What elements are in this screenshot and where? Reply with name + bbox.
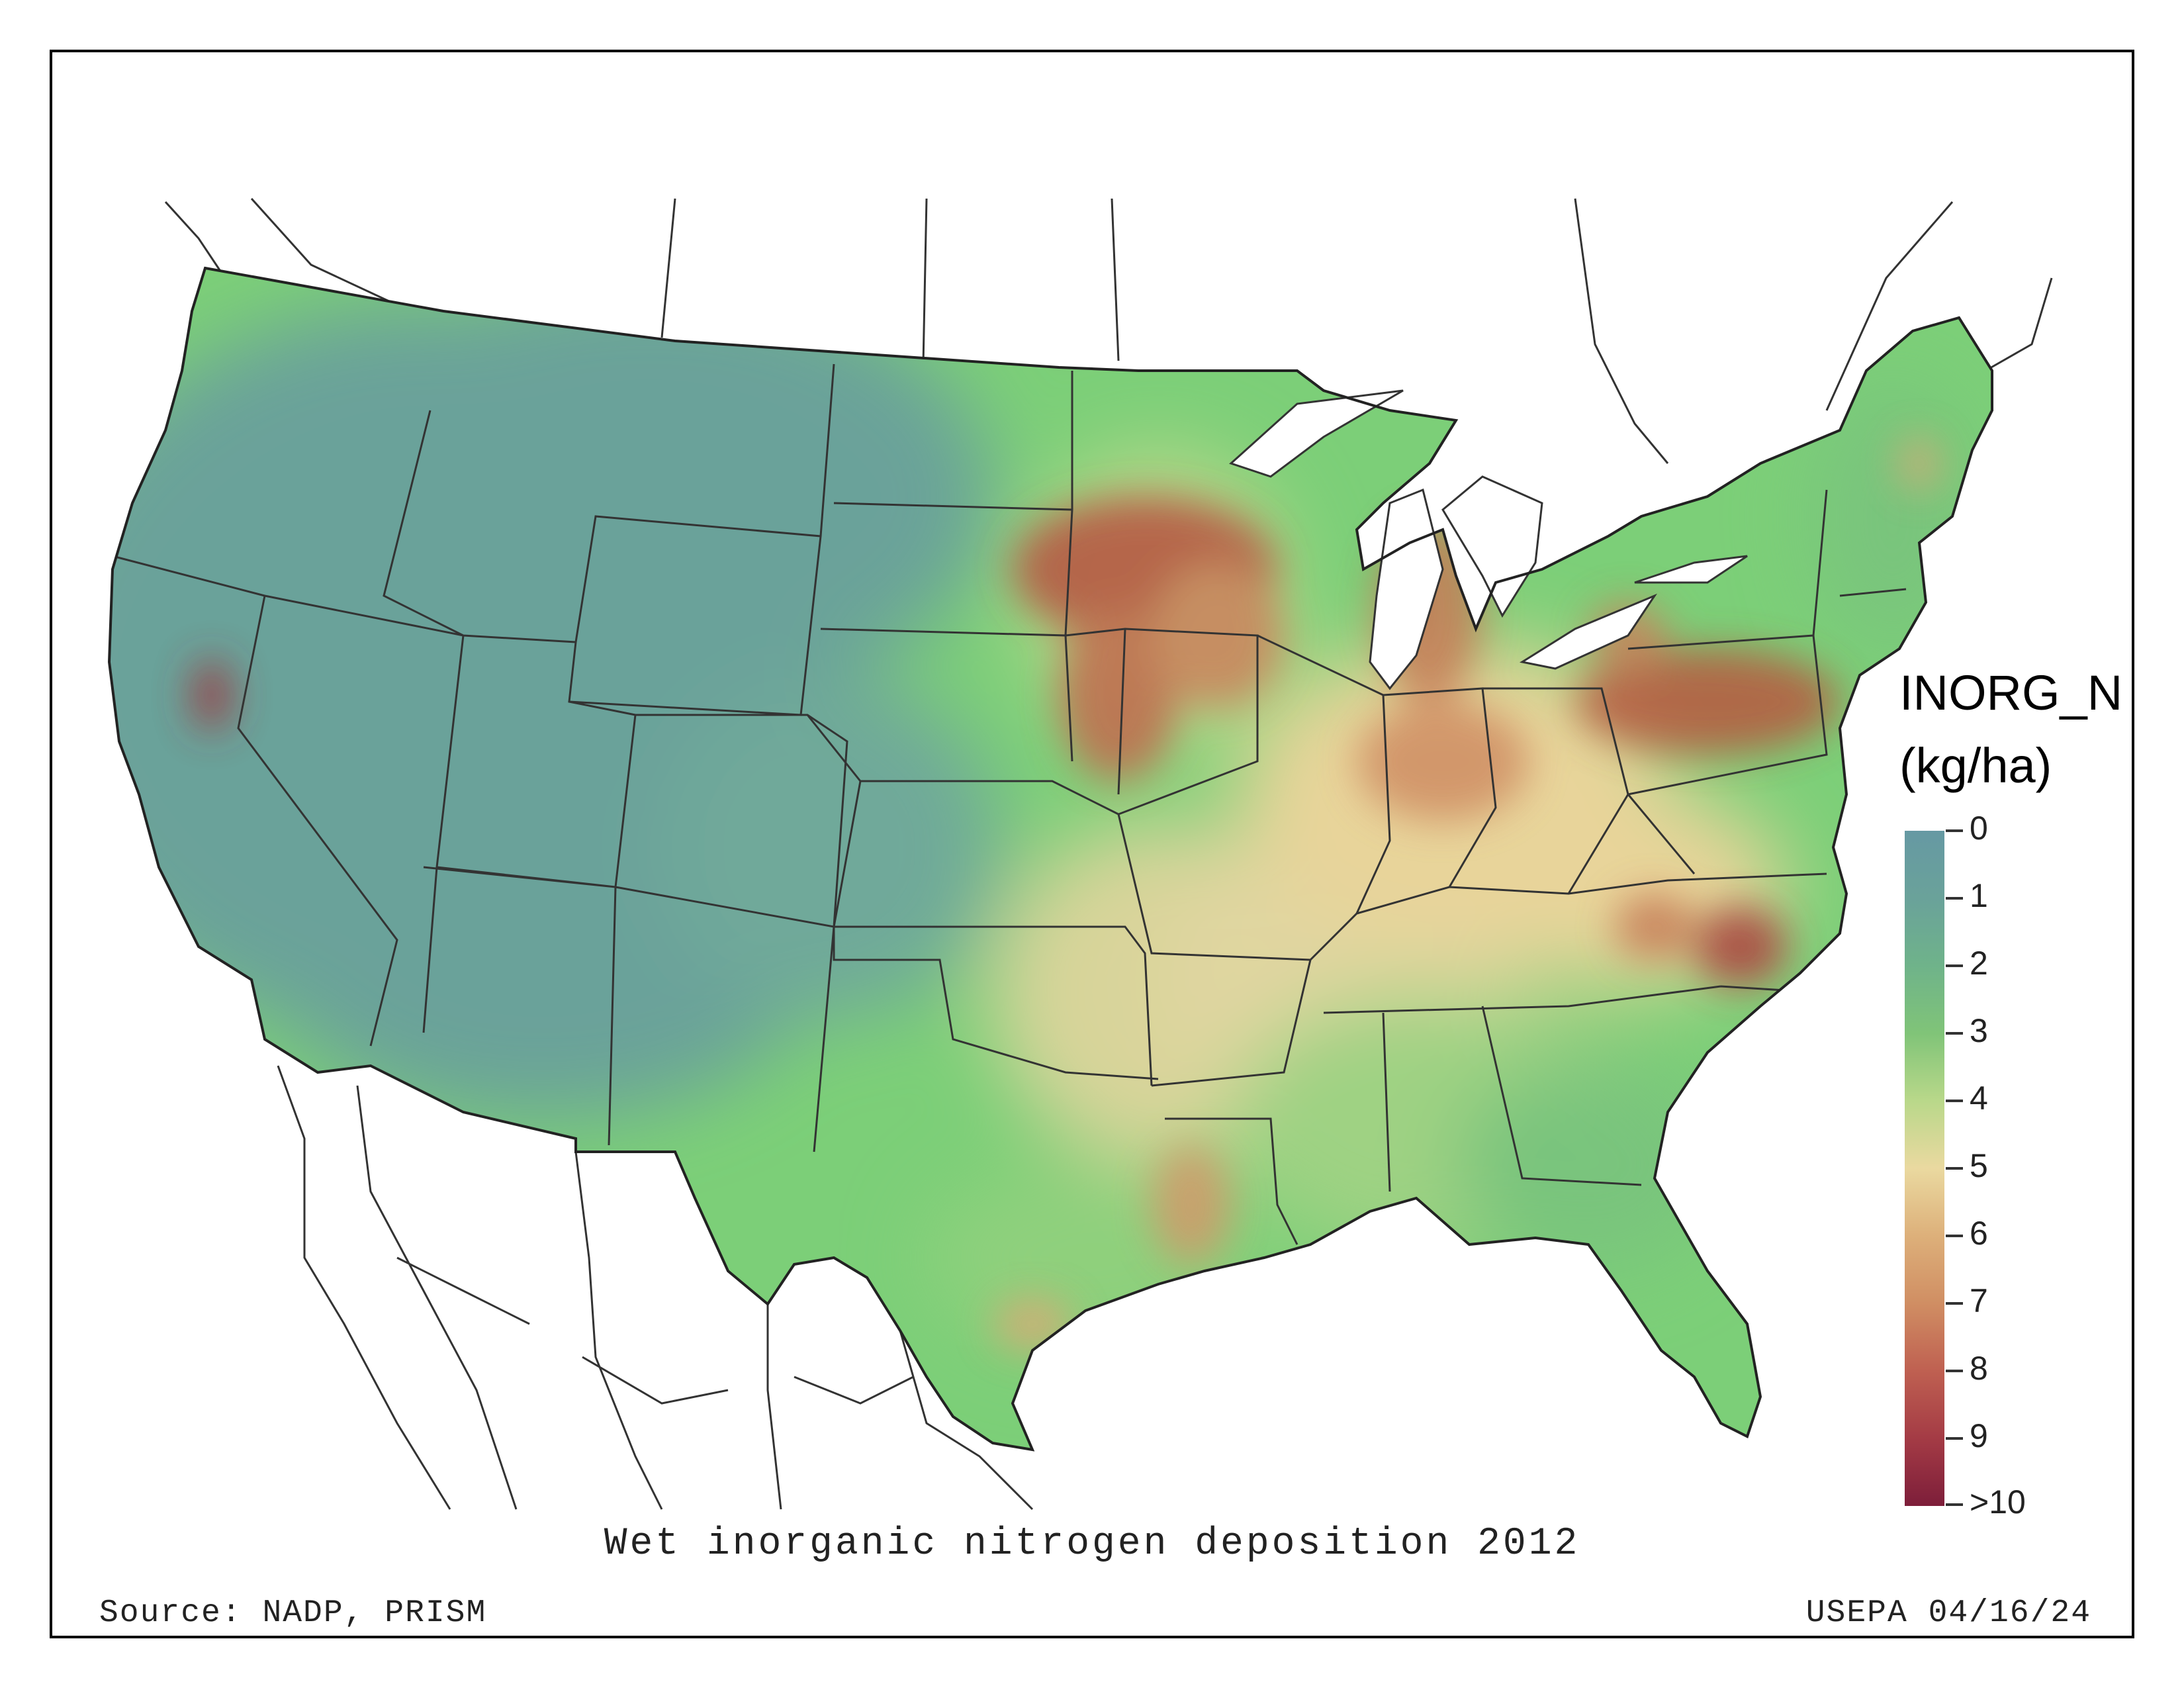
legend-tick xyxy=(1946,1032,1963,1035)
map-title: Wet inorganic nitrogen deposition 2012 xyxy=(604,1523,1580,1566)
legend-tick xyxy=(1946,1100,1963,1102)
legend-tick xyxy=(1946,1437,1963,1440)
legend-tick-label: >10 xyxy=(1970,1483,2026,1521)
legend-title-variable: INORG_N xyxy=(1899,665,2123,720)
state-boundaries xyxy=(112,363,1907,1245)
legend-tick-label: 6 xyxy=(1970,1215,1988,1252)
legend-tick xyxy=(1946,897,1963,900)
legend-title-unit: (kg/ha) xyxy=(1899,738,2052,793)
legend-tick xyxy=(1946,829,1963,832)
legend-tick-label: 4 xyxy=(1970,1080,1988,1117)
credit-note: USEPA 04/16/24 xyxy=(1805,1595,2091,1631)
legend-tick-label: 0 xyxy=(1970,810,1988,847)
legend-tick xyxy=(1946,964,1963,967)
legend-tick xyxy=(1946,1235,1963,1237)
legend-tick xyxy=(1946,1302,1963,1305)
great-lakes xyxy=(1229,389,1748,690)
legend-tick-label: 1 xyxy=(1970,877,1988,914)
legend-tick-label: 5 xyxy=(1970,1147,1988,1184)
legend-color-bar xyxy=(1905,831,1944,1506)
legend-tick xyxy=(1946,1370,1963,1372)
legend-tick-label: 2 xyxy=(1970,945,1988,982)
us-outline xyxy=(107,266,1993,1452)
deposition-heat-field xyxy=(109,268,1992,1450)
legend-tick-label: 9 xyxy=(1970,1417,1988,1454)
neighbor-country-outlines xyxy=(164,197,2053,1511)
legend-tick-label: 3 xyxy=(1970,1012,1988,1049)
legend-tick-label: 8 xyxy=(1970,1350,1988,1387)
legend-tick-label: 7 xyxy=(1970,1282,1988,1319)
source-note: Source: NADP, PRISM xyxy=(99,1595,487,1631)
legend-tick xyxy=(1946,1503,1963,1506)
legend-tick xyxy=(1946,1167,1963,1170)
